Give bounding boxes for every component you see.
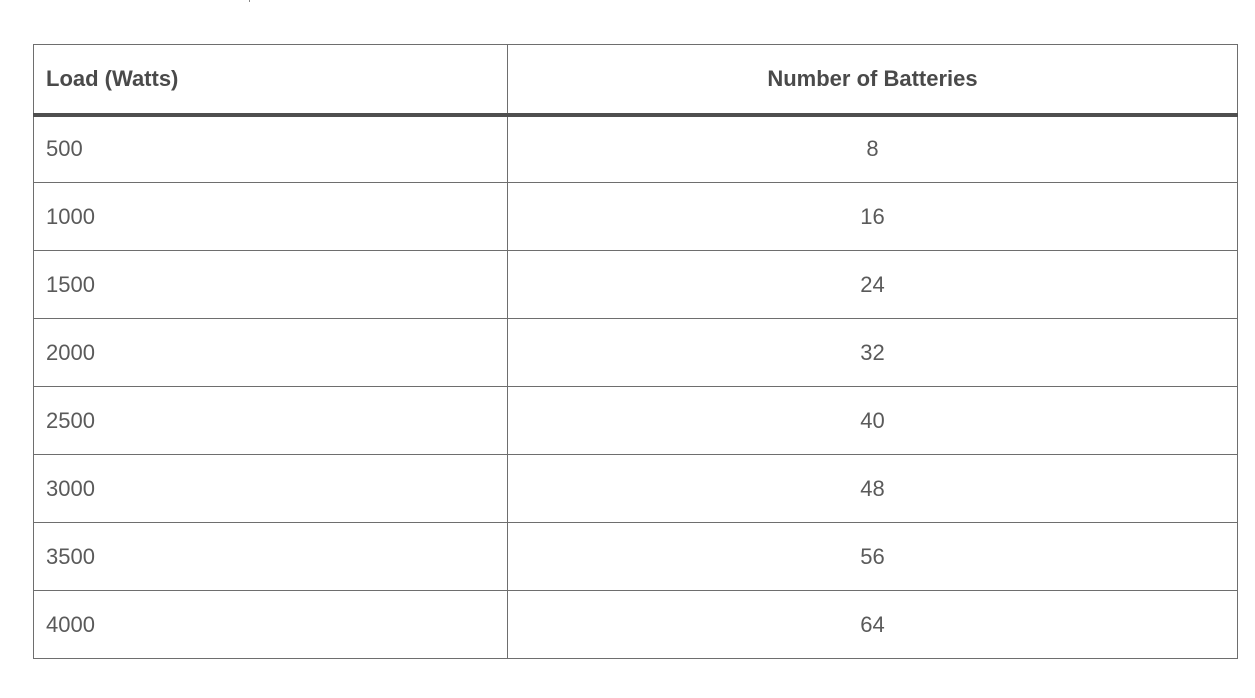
table-header: Load (Watts) Number of Batteries [33,44,1238,117]
load-cell: 2000 [33,318,508,387]
batteries-cell: 8 [507,114,1238,183]
table-row: 4000 64 [33,590,1238,659]
batteries-cell: 56 [507,522,1238,591]
header-number-of-batteries: Number of Batteries [507,44,1238,117]
header-row: Load (Watts) Number of Batteries [33,44,1238,117]
batteries-cell: 24 [507,250,1238,319]
batteries-cell: 48 [507,454,1238,523]
table-row: 2500 40 [33,386,1238,455]
table-row: 1000 16 [33,182,1238,251]
table-row: 3500 56 [33,522,1238,591]
batteries-cell: 40 [507,386,1238,455]
header-load-watts: Load (Watts) [33,44,508,117]
load-cell: 3500 [33,522,508,591]
table-row: 3000 48 [33,454,1238,523]
load-cell: 1000 [33,182,508,251]
table-body: 500 8 1000 16 1500 24 2000 32 2500 40 30… [33,114,1238,659]
load-cell: 4000 [33,590,508,659]
table-row: 500 8 [33,114,1238,183]
load-cell: 500 [33,114,508,183]
load-cell: 2500 [33,386,508,455]
battery-load-table: Load (Watts) Number of Batteries 500 8 1… [33,44,1238,659]
batteries-cell: 16 [507,182,1238,251]
text-fragment [249,0,254,2]
table-row: 2000 32 [33,318,1238,387]
table-row: 1500 24 [33,250,1238,319]
batteries-cell: 32 [507,318,1238,387]
batteries-cell: 64 [507,590,1238,659]
load-cell: 1500 [33,250,508,319]
load-cell: 3000 [33,454,508,523]
